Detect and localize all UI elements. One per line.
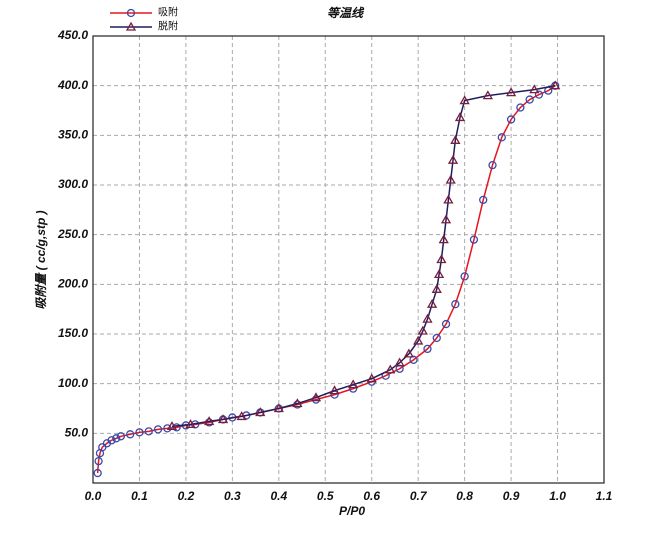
marker [185,419,196,429]
marker [255,407,266,417]
marker [417,325,428,335]
x-tick-label: 0.7 [410,489,428,503]
marker [505,87,517,97]
plot-frame [92,35,605,484]
marker [438,234,449,244]
x-tick-label: 1.1 [596,489,613,503]
marker [445,174,456,184]
x-tick-label: 1.0 [549,489,566,503]
marker [204,416,215,426]
marker [451,300,460,309]
marker [403,348,415,358]
marker [116,432,126,441]
x-tick-label: 0.5 [317,489,334,503]
marker [529,84,540,94]
marker [217,414,229,424]
y-tick-label: 400.0 [57,78,88,92]
y-tick-label: 150.0 [58,326,88,340]
marker [166,421,178,431]
legend-label: 吸附 [158,6,178,19]
marker [482,90,493,100]
marker [459,95,470,105]
series-line [171,84,556,428]
x-tick-label: 0.0 [85,489,102,503]
marker [488,160,497,170]
marker [450,134,461,144]
x-axis-label: P/P0 [339,504,365,518]
legend-marker [126,8,136,18]
x-tick-label: 0.9 [503,489,520,503]
y-tick-label: 250.0 [57,227,88,241]
marker [94,456,103,466]
marker [135,428,144,437]
y-tick-label: 300.0 [58,177,88,191]
marker [144,427,153,436]
marker [385,364,396,374]
marker [93,468,102,478]
marker [433,269,445,279]
x-tick-label: 0.6 [363,489,380,503]
marker [516,103,525,112]
x-tick-label: 0.2 [178,489,195,503]
marker [436,254,447,264]
marker [422,313,433,323]
marker [497,133,506,142]
x-tick-label: 0.1 [131,489,148,503]
marker [366,373,377,383]
marker [310,392,322,402]
chart-title: 等温线 [327,6,365,20]
marker [107,436,116,445]
marker [292,398,303,408]
legend-marker [125,21,137,31]
marker [426,298,438,308]
marker [394,357,405,367]
y-tick-label: 50.0 [65,426,89,440]
marker [440,214,452,224]
marker [550,80,561,90]
marker [153,425,163,434]
x-tick-label: 0.4 [270,489,287,503]
y-tick-label: 200.0 [57,277,88,291]
marker [163,424,172,433]
marker [441,319,451,329]
marker [236,411,247,421]
x-tick-label: 0.8 [456,489,473,503]
marker [460,272,469,281]
marker [409,355,418,364]
marker [423,344,432,354]
marker [443,194,454,204]
legend-label: 脱附 [158,20,178,33]
marker [348,379,359,389]
marker [431,283,442,293]
marker [172,423,181,432]
y-tick-label: 450.0 [57,28,88,42]
marker [432,333,441,343]
marker [525,95,534,104]
x-tick-label: 0.3 [224,489,241,503]
marker [329,385,340,395]
marker [469,235,479,244]
y-axis-label: 吸附量 ( cc/g,stp ) [34,210,48,309]
marker [413,335,424,345]
y-tick-label: 100.0 [58,376,88,390]
marker [126,430,135,439]
marker [534,90,544,99]
marker [273,403,284,413]
marker [454,112,466,122]
marker [447,154,459,164]
marker [112,434,121,443]
marker [479,195,488,205]
marker [506,115,516,124]
y-tick-label: 350.0 [58,128,88,142]
